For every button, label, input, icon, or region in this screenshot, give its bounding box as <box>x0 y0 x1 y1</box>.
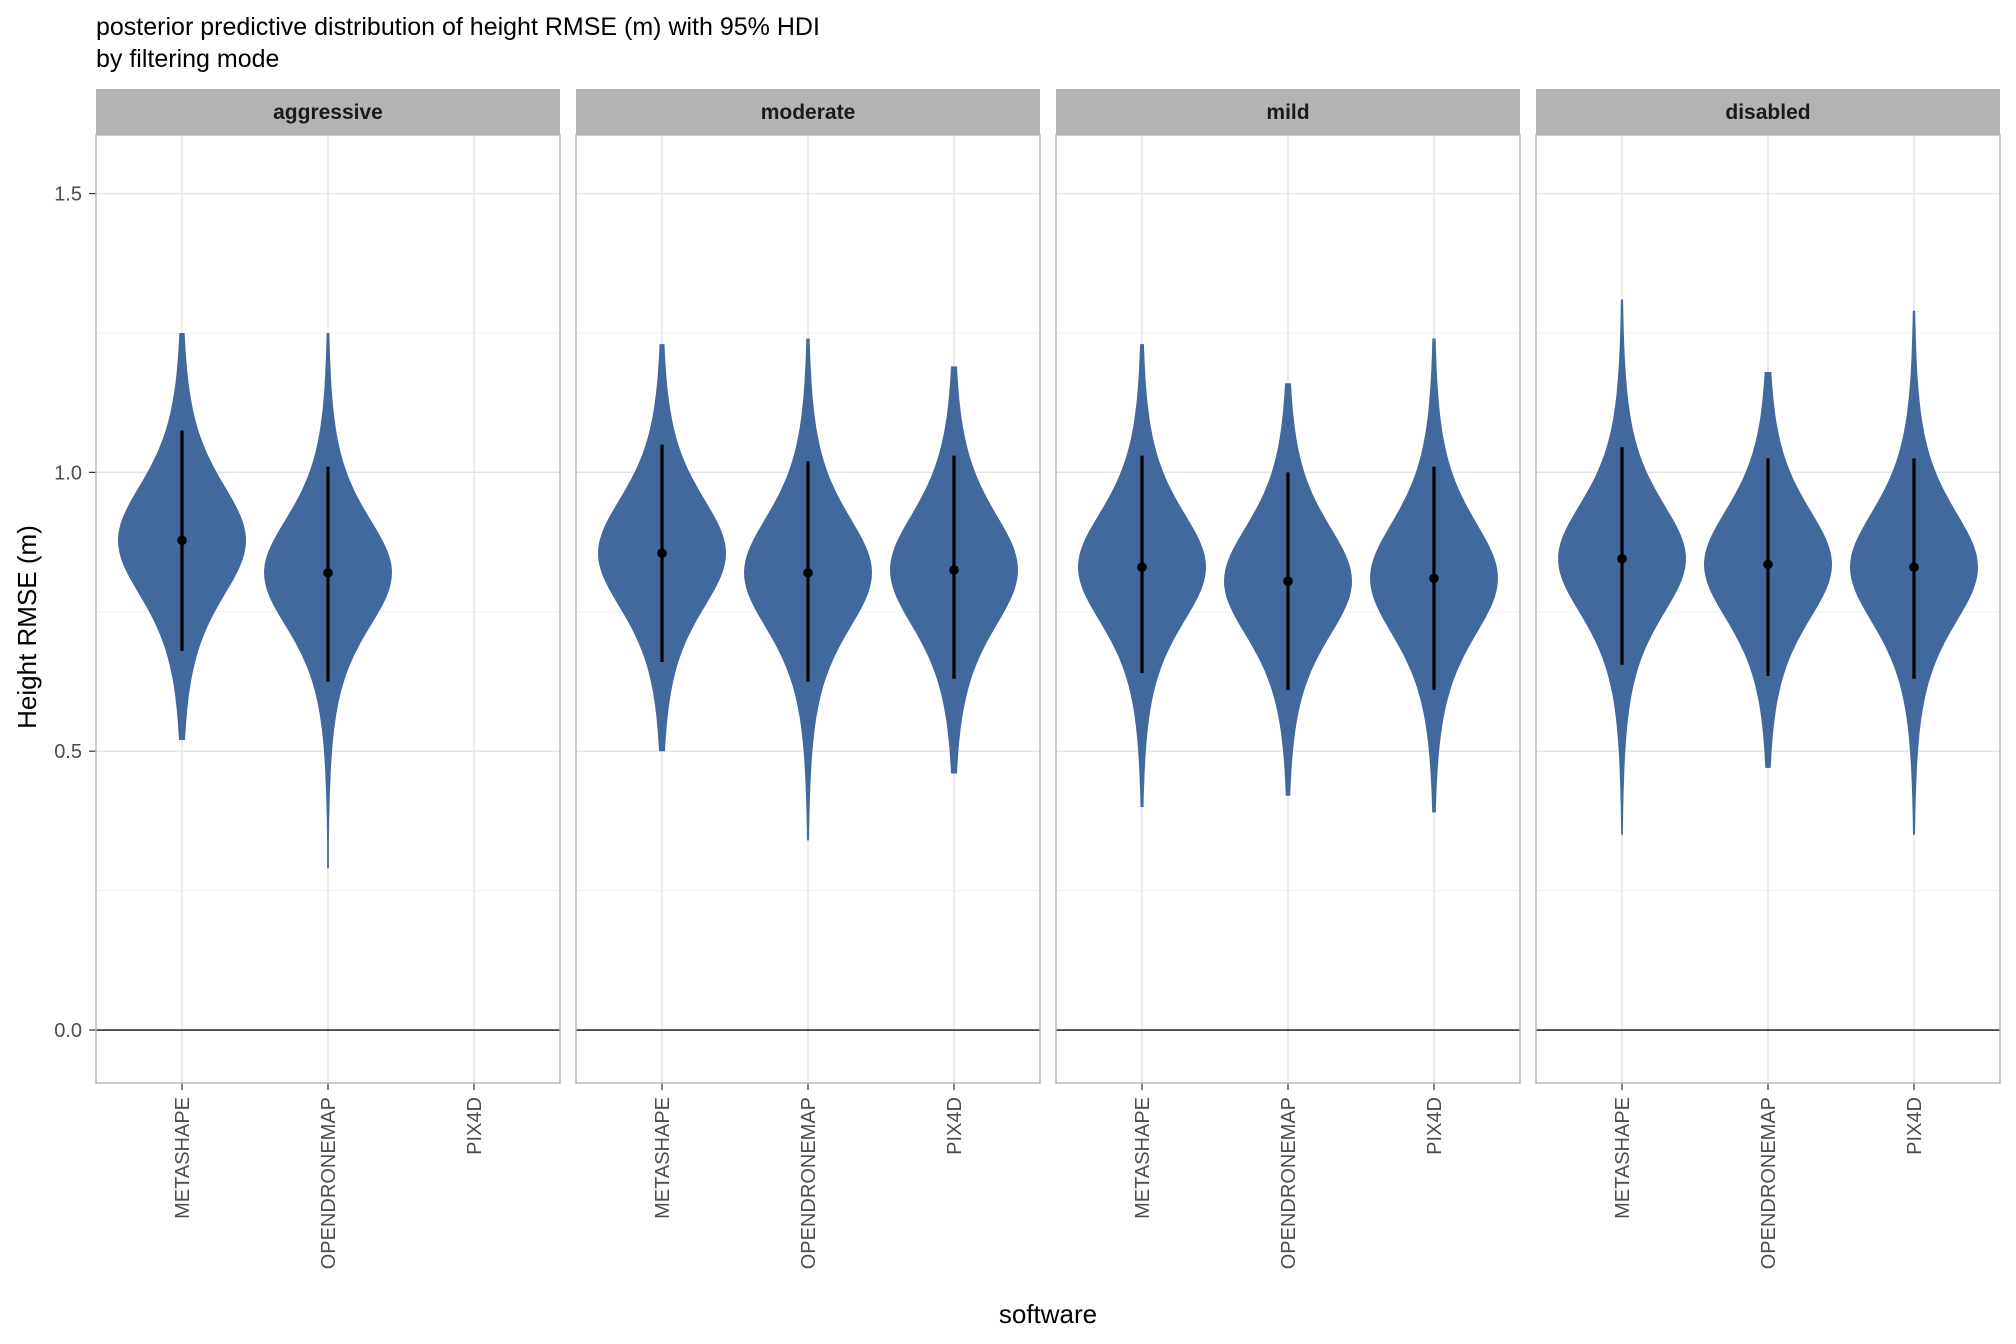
median-point <box>1909 562 1919 572</box>
facet-strip <box>576 89 1040 135</box>
panel-border <box>95 134 561 1084</box>
facet-strip-label: moderate <box>761 101 856 124</box>
panel-border <box>1055 134 1521 1084</box>
median-point <box>1137 562 1147 572</box>
median-point <box>1429 573 1439 584</box>
median-point <box>1763 559 1773 570</box>
facet-strip <box>1536 89 2000 135</box>
median-point <box>1617 554 1627 564</box>
chart-title: posterior predictive distribution of hei… <box>96 13 820 41</box>
chart-subtitle: by filtering mode <box>96 45 279 73</box>
x-tick-label: PIX4D <box>1424 1097 1446 1155</box>
median-point <box>803 567 813 578</box>
x-tick-label: METASHAPE <box>172 1097 194 1219</box>
x-axis-title: software <box>999 1299 1097 1329</box>
x-tick-label: OPENDRONEMAP <box>798 1097 820 1269</box>
median-point <box>323 567 333 578</box>
panel-border <box>1535 134 2001 1084</box>
x-tick-label: METASHAPE <box>1612 1097 1634 1219</box>
panel-border <box>575 134 1041 1084</box>
median-point <box>657 548 667 559</box>
y-axis-title: Height RMSE (m) <box>12 525 42 729</box>
facet-panel-aggressive: aggressive METASHAPE OPENDRONEMAP PIX4D <box>95 89 561 1269</box>
y-tick-label: 0.5 <box>54 741 82 763</box>
facet-strip-label: aggressive <box>273 101 383 124</box>
facet-strip <box>96 89 560 135</box>
x-tick-label: OPENDRONEMAP <box>318 1097 340 1269</box>
median-point <box>177 535 187 546</box>
x-tick-label: PIX4D <box>464 1097 486 1155</box>
facet-strip <box>1056 89 1520 135</box>
median-point <box>1283 576 1293 586</box>
x-tick-label: PIX4D <box>944 1097 966 1155</box>
x-tick-label: METASHAPE <box>1132 1097 1154 1219</box>
y-tick-label: 1.5 <box>54 184 82 206</box>
facet-strip-label: mild <box>1266 101 1309 124</box>
facet-panel-moderate: moderate METASHAPE OPENDRONEMAP PIX4D <box>575 89 1041 1269</box>
x-tick-label: PIX4D <box>1904 1097 1926 1155</box>
y-tick-label: 0.0 <box>54 1020 82 1042</box>
facet-panel-disabled: disabled METASHAPE OPENDRONEMAP PIX4D <box>1535 89 2001 1269</box>
median-point <box>949 565 959 575</box>
x-tick-label: OPENDRONEMAP <box>1758 1097 1780 1269</box>
facet-strip-label: disabled <box>1725 101 1810 124</box>
x-tick-label: METASHAPE <box>652 1097 674 1219</box>
x-tick-label: OPENDRONEMAP <box>1278 1097 1300 1269</box>
facet-panels: 0.0 0.5 1.0 1.5 aggressive METASHAPE OPENDRONE… <box>54 89 2001 1269</box>
facet-panel-mild: mild METASHAPE OPENDRONEMAP PIX4D <box>1055 89 1521 1269</box>
y-tick-label: 1.0 <box>54 462 82 484</box>
